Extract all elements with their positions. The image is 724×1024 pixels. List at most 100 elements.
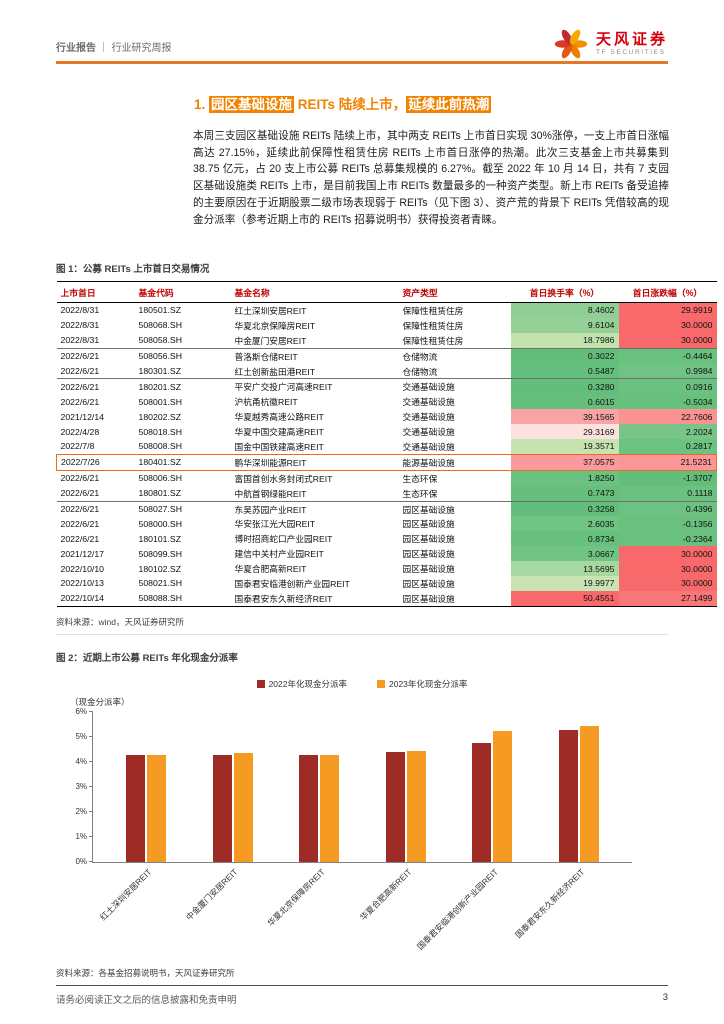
cell-date: 2022/6/21 — [60, 533, 100, 544]
figure-1-caption: 图 1：公募 REITs 上市首日交易情况 — [56, 264, 210, 275]
cell-turnover: 2.6035 — [510, 516, 619, 532]
cell-code: 508027.SH — [138, 504, 182, 515]
table-row: 2022/8/31 508068.SH 华夏北京保障房REIT 保障性租赁住房 9.61… — [57, 317, 717, 333]
bar — [493, 730, 513, 862]
cell-change: 2.2024 — [618, 424, 717, 440]
cell-turnover: 0.3022 — [510, 348, 619, 364]
y-tick-label: 4% — [75, 757, 87, 766]
table-row: 2022/6/21 508001.SH 沪杭甬杭徽REIT 交通基础设施 0.6015-… — [57, 394, 717, 410]
cell-code: 508008.SH — [138, 441, 182, 452]
cell-type: 保障性租赁住房 — [402, 305, 464, 316]
cell-turnover: 13.5695 — [510, 561, 619, 577]
bar-group — [212, 712, 253, 862]
bar-group — [558, 712, 599, 862]
cell-code: 180301.SZ — [138, 366, 182, 376]
x-axis-label: 国泰君安临港创新产业园REIT — [414, 866, 500, 952]
cell-date: 2021/12/17 — [60, 548, 104, 559]
column-header-code: 基金代码 — [138, 287, 174, 298]
table-row: 2022/8/31 508058.SH 中金厦门安居REIT 保障性租赁住房 18.79… — [56, 332, 717, 349]
reits-table-body: 2022/8/31 180501.SZ 红土深圳安居REIT 保障性租赁住房 8.460… — [56, 302, 717, 607]
cell-type: 园区基础设施 — [402, 519, 455, 530]
cell-code: 508006.SH — [138, 473, 182, 484]
cell-turnover: 0.8734 — [510, 531, 619, 547]
cell-turnover: 29.3169 — [510, 424, 619, 440]
table-row: 2022/4/28 508018.SH 华夏中国交建高速REIT 交通基础设施 29.3… — [57, 424, 717, 440]
cell-name: 国金中国铁建高速REIT — [234, 441, 324, 452]
cell-type: 园区基础设施 — [402, 549, 455, 560]
cell-type: 园区基础设施 — [402, 534, 455, 545]
table-row: 2022/7/26 180401.SZ 鹏华深圳能源REIT 能源基础设施 37.057… — [56, 453, 717, 471]
cell-type: 园区基础设施 — [402, 578, 455, 589]
x-axis-label: 华夏合肥高新REIT — [357, 866, 414, 923]
cell-change: -1.3707 — [618, 470, 717, 486]
cell-code: 180202.SZ — [138, 411, 182, 422]
cell-change: -0.5034 — [618, 394, 717, 410]
y-axis-title: （现金分派率） — [70, 697, 130, 707]
cell-date: 2022/6/21 — [60, 488, 100, 499]
tf-securities-logo-icon — [553, 26, 589, 62]
cell-name: 鹏华深圳能源REIT — [230, 453, 399, 471]
cell-code: 180102.SZ — [138, 563, 182, 574]
chart-bars — [93, 712, 632, 862]
cell-code: 180201.SZ — [138, 381, 182, 392]
cell-code: 508099.SH — [138, 548, 182, 559]
brand: 天风证券 TF SECURITIES — [553, 26, 668, 62]
cell-name: 博时招商蛇口产业园REIT — [234, 534, 333, 545]
legend-item: 2023年化现金分派率 — [377, 678, 467, 690]
cell-change: 0.9984 — [618, 363, 717, 379]
x-axis-label: 华夏北京保障房REIT — [264, 866, 327, 929]
cell-turnover: 39.1565 — [510, 409, 619, 425]
bar-group — [126, 712, 167, 862]
cell-name: 国泰君安东久新经济REIT — [234, 593, 333, 604]
cell-name: 华夏越秀高速公路REIT — [234, 412, 324, 423]
bar — [212, 754, 232, 862]
bar-group — [472, 712, 513, 862]
cell-change: -0.4464 — [618, 348, 717, 364]
cell-code: 508021.SH — [138, 578, 182, 589]
cell-change: 30.0000 — [618, 332, 717, 349]
figure-1: 图 1：公募 REITs 上市首日交易情况 上市首日 基金代码 基金名称 资产类… — [56, 261, 717, 635]
cell-date: 2022/10/13 — [60, 578, 104, 589]
cell-change: 27.1499 — [618, 590, 717, 607]
cell-date: 2022/8/31 — [60, 305, 100, 316]
cell-name: 沪杭甬杭徽REIT — [234, 397, 298, 408]
cell-date: 2022/6/21 — [60, 381, 100, 392]
y-tick-mark — [89, 836, 93, 837]
table-row: 2022/10/13 508021.SH 国泰君安临港创新产业园REIT 园区基础设施… — [57, 576, 717, 591]
cell-name: 中金厦门安居REIT — [234, 335, 307, 346]
cell-code: 180801.SZ — [138, 488, 182, 499]
figure-2: 图 2：近期上市公募 REITs 年化现金分派率 2022年化现金分派率 2023… — [56, 650, 668, 986]
cell-turnover: 37.0575 — [510, 453, 619, 471]
cell-change: -0.1356 — [618, 516, 717, 532]
plot-wrap: 0% 1% 2% 3% 4% 5% 6% — [75, 708, 632, 866]
bar-group — [385, 712, 426, 862]
cell-change: 22.7606 — [618, 409, 717, 425]
cell-turnover: 0.3258 — [510, 501, 619, 517]
cell-type: 能源基础设施 — [398, 453, 511, 471]
table-row: 2022/6/21 180201.SZ 平安广交投广河高速REIT 交通基础设施 0.3… — [57, 378, 717, 395]
cell-name: 普洛斯仓储REIT — [234, 351, 298, 362]
legend-label: 2022年化现金分派率 — [268, 679, 347, 689]
bar — [558, 729, 578, 862]
column-header-date: 上市首日 — [60, 287, 96, 298]
cell-name: 华夏北京保障房REIT — [234, 320, 316, 331]
footer-disclaimer: 请务必阅读正文之后的信息披露和免责申明 — [56, 995, 237, 1006]
y-tick-label: 0% — [75, 857, 87, 866]
y-tick-label: 3% — [75, 782, 87, 791]
cell-type: 交通基础设施 — [402, 397, 455, 408]
bar-group — [299, 712, 340, 862]
cell-turnover: 19.9977 — [510, 576, 619, 591]
cell-date: 2022/7/26 — [56, 453, 135, 471]
column-header-type: 资产类型 — [402, 287, 438, 298]
table-row: 2022/6/21 180801.SZ 中航首钢绿能REIT 生态环保 0.7473 0.… — [56, 485, 717, 502]
cell-type: 生态环保 — [402, 473, 438, 484]
section-title-text: REITs 陆续上市， — [294, 97, 407, 112]
cell-turnover: 50.4551 — [510, 590, 619, 607]
cell-type: 仓储物流 — [402, 351, 438, 362]
figure-1-source: 资料来源：wind，天风证券研究所 — [56, 607, 668, 635]
header-divider — [56, 61, 668, 64]
table-row: 2021/12/17 508099.SH 建信中关村产业园REIT 园区基础设施 3.0… — [57, 546, 717, 562]
cell-change: 30.0000 — [618, 546, 717, 562]
bar — [579, 725, 599, 862]
cell-code: 508000.SH — [138, 518, 182, 529]
